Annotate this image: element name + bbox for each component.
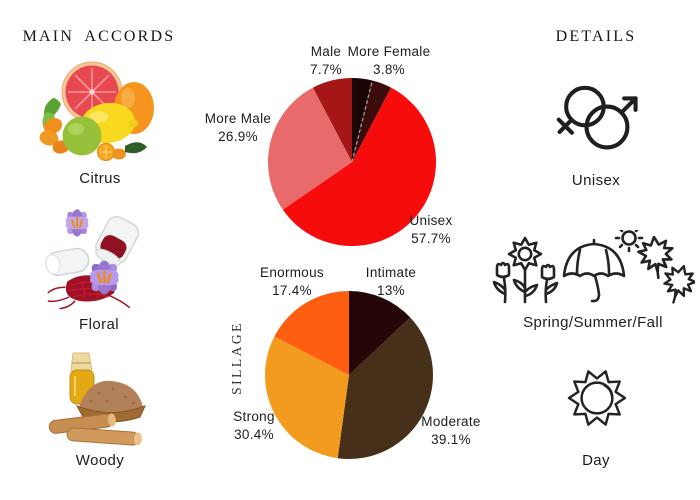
pie-label-enormous: Enormous 17.4% [260, 265, 324, 298]
main-accords-header: MAIN ACCORDS [22, 28, 176, 45]
pie-slice-moderate [337, 317, 433, 459]
sillage-pie-chart [265, 291, 433, 459]
pie-label-male: Male 7.7% [310, 44, 342, 77]
pie-slice-more-male [268, 87, 352, 210]
pie-label-intimate: Intimate 13% [365, 265, 417, 298]
pie-label-more-female: More Female 3.8% [347, 44, 431, 77]
spring-flower-icon [492, 236, 559, 304]
accord-label-floral: Floral [79, 316, 119, 333]
accord-label-citrus: Citrus [79, 170, 121, 187]
detail-label-seasons: Spring/Summer/Fall [523, 314, 663, 331]
accord-label-woody: Woody [75, 452, 125, 469]
pie-label-more-male: More Male 26.9% [204, 111, 272, 144]
pie-label-moderate: Moderate 39.1% [421, 414, 481, 447]
detail-label-day: Day [582, 452, 610, 469]
pie-label-strong: Strong 30.4% [233, 409, 275, 442]
unisex-gender-icon [556, 85, 638, 150]
citrus-fruits-image [39, 61, 154, 162]
pie-slice-strong [265, 336, 349, 459]
pie-slice-enormous [274, 291, 349, 375]
fall-maple-leaves-icon [637, 235, 695, 304]
pie-slice-more-female [352, 80, 392, 162]
detail-label-unisex: Unisex [571, 172, 621, 189]
details-header: DETAILS [555, 28, 637, 45]
day-sun-icon [567, 370, 627, 426]
sandalwood-image [48, 352, 146, 446]
pie-label-unisex: Unisex 57.7% [409, 213, 453, 246]
sillage-axis-label: SILLAGE [229, 321, 244, 395]
pie-slice-male [312, 78, 352, 162]
summer-umbrella-sun-icon [562, 230, 644, 303]
gender-pie-chart [268, 78, 436, 246]
pie-slice-unisex [282, 87, 436, 246]
spring-summer-fall-icons [492, 230, 695, 304]
pie-slice-intimate [349, 291, 411, 375]
saffron-crocus-image [45, 209, 140, 310]
dashed-divider-line [351, 80, 374, 163]
